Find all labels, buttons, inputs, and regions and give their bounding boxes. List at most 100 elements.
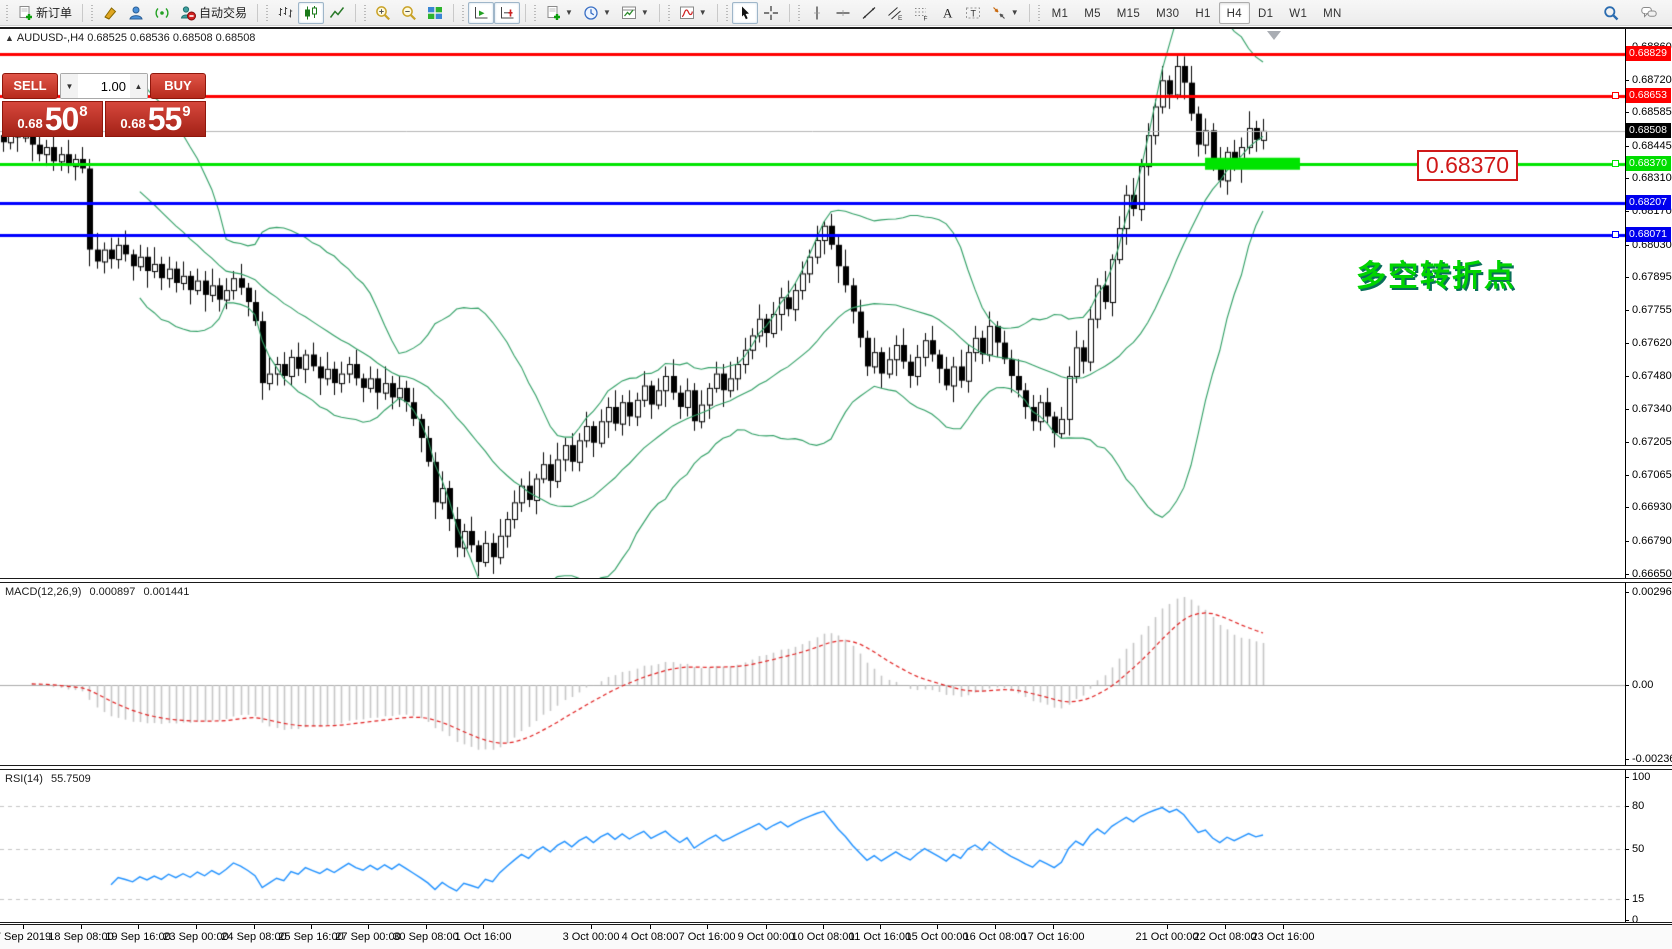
buy-price-box[interactable]: 0.68 55 9 xyxy=(105,101,206,137)
time-axis-tick xyxy=(880,925,881,929)
time-axis-label: 25 Sep 16:00 xyxy=(278,931,344,943)
new-order-button[interactable]: 新订单 xyxy=(12,2,77,24)
line-chart-button[interactable] xyxy=(324,2,350,24)
toolbar-group: E F A T ▼ xyxy=(792,1,1027,25)
rsi-label: RSI(14) 55.7509 xyxy=(5,773,91,785)
axis-tick xyxy=(1625,899,1629,900)
price-level-tag: 0.68508 xyxy=(1626,123,1671,138)
axis-tick-label: 0.68585 xyxy=(1632,106,1672,118)
axis-tick-label: 0.66930 xyxy=(1632,501,1672,513)
macd-signal-value: 0.001441 xyxy=(143,586,190,598)
toolbar-divider xyxy=(0,27,1672,29)
timeframe-m15[interactable]: M15 xyxy=(1116,7,1141,20)
main-chart-canvas[interactable] xyxy=(0,29,1625,578)
channel-icon: E xyxy=(887,6,903,21)
crosshair-button[interactable] xyxy=(758,2,784,24)
trendline-icon xyxy=(862,6,876,19)
chat-button[interactable] xyxy=(1636,2,1662,24)
chevron-down-icon: ▼ xyxy=(640,8,649,17)
timeframe-w1[interactable]: W1 xyxy=(1289,7,1308,20)
axis-tick xyxy=(1625,277,1629,278)
trendline-button[interactable] xyxy=(856,2,882,24)
axis-tick xyxy=(1625,475,1629,476)
time-axis-tick xyxy=(1167,925,1168,929)
svg-text:E: E xyxy=(898,15,903,21)
sell-price-pip: 8 xyxy=(79,103,88,120)
timeframe-m30[interactable]: M30 xyxy=(1156,7,1180,20)
timeframe-d1[interactable]: D1 xyxy=(1257,7,1274,20)
fibo-button[interactable]: F xyxy=(908,2,934,24)
axis-tick-label: 0.68310 xyxy=(1632,172,1672,184)
sell-price-box[interactable]: 0.68 50 8 xyxy=(2,101,103,137)
time-axis-tick xyxy=(995,925,996,929)
timeframe-h1[interactable]: H1 xyxy=(1195,7,1211,20)
time-axis-tick xyxy=(707,925,708,929)
bar-chart-button[interactable] xyxy=(272,2,298,24)
autotrade-button[interactable]: 自动交易 xyxy=(175,2,252,24)
periods-icon xyxy=(584,5,598,20)
zoom-out-button[interactable] xyxy=(396,2,422,24)
chart-shift-button[interactable] xyxy=(494,1,521,24)
volume-increase-button[interactable]: ▲ xyxy=(130,74,147,98)
level-line-handle[interactable] xyxy=(1612,92,1619,99)
axis-tick-label: 0.67065 xyxy=(1632,469,1672,481)
text-button[interactable]: A xyxy=(934,2,960,24)
toolbar-group: 自动交易 xyxy=(85,1,255,25)
label-button[interactable]: T xyxy=(960,2,986,24)
time-axis[interactable]: 7 Sep 2019 18 Sep 08:00 19 Sep 16:00 23 Sep… xyxy=(0,925,1672,949)
toolbar-grip xyxy=(1036,4,1042,21)
time-axis-tick xyxy=(1225,925,1226,929)
axis-tick xyxy=(1625,245,1629,246)
sell-button[interactable]: SELL xyxy=(2,73,58,99)
timeframe-mn[interactable]: MN xyxy=(1323,7,1342,20)
chart-shift-marker-icon[interactable] xyxy=(1267,31,1281,40)
community-button[interactable] xyxy=(123,2,149,24)
indicators-button[interactable]: ▼ xyxy=(674,2,712,24)
pane-divider[interactable] xyxy=(0,578,1672,583)
signals-button[interactable] xyxy=(149,2,175,24)
tile-windows-icon xyxy=(428,6,443,19)
zoom-in-button[interactable] xyxy=(370,2,396,24)
axis-tick-label: 0.67895 xyxy=(1632,271,1672,283)
cursor-button[interactable] xyxy=(731,1,758,24)
axis-tick-label: 0.67755 xyxy=(1632,304,1672,316)
timeframe-m5[interactable]: M5 xyxy=(1084,7,1101,20)
timeframe-h4[interactable]: H4 xyxy=(1218,1,1250,24)
time-axis-tick xyxy=(311,925,312,929)
level-line-handle[interactable] xyxy=(1612,160,1619,167)
editor-button[interactable] xyxy=(97,2,123,24)
hline-button[interactable] xyxy=(830,2,856,24)
channel-button[interactable]: E xyxy=(882,2,908,24)
new-chart-button[interactable]: ▼ xyxy=(540,2,578,24)
svg-text:T: T xyxy=(970,8,976,18)
crosshair-icon xyxy=(763,5,778,20)
toolbar-separator xyxy=(1028,3,1030,22)
price-level-tag: 0.68653 xyxy=(1626,88,1671,103)
line-chart-icon xyxy=(329,6,345,18)
volume-decrease-button[interactable]: ▼ xyxy=(61,74,78,98)
timeframe-m1[interactable]: M1 xyxy=(1051,7,1069,20)
zoom-in-icon xyxy=(376,5,391,20)
periods-button[interactable]: ▼ xyxy=(578,2,616,24)
vline-button[interactable] xyxy=(804,2,830,24)
toolbar-separator xyxy=(453,3,455,22)
collapse-icon[interactable]: ▲ xyxy=(5,33,14,43)
toolbar-grip xyxy=(533,4,539,21)
search-button[interactable] xyxy=(1598,2,1624,24)
level-line-handle[interactable] xyxy=(1612,231,1619,238)
macd-canvas[interactable] xyxy=(0,583,1625,765)
templates-button[interactable]: ▼ xyxy=(616,2,654,24)
candle-chart-button[interactable] xyxy=(298,1,325,24)
volume-input[interactable] xyxy=(78,74,130,98)
rsi-canvas[interactable] xyxy=(0,770,1625,922)
autoscroll-button[interactable] xyxy=(468,1,495,24)
price-level-callout[interactable]: 0.68370 xyxy=(1417,150,1518,181)
time-axis-tick xyxy=(368,925,369,929)
chevron-down-icon: ▼ xyxy=(602,8,611,17)
buy-button[interactable]: BUY xyxy=(150,73,206,99)
autotrade-button-label: 自动交易 xyxy=(199,6,248,20)
tile-windows-button[interactable] xyxy=(422,2,448,24)
pane-divider[interactable] xyxy=(0,765,1672,770)
shapes-button[interactable]: ▼ xyxy=(986,2,1024,24)
time-axis-label: 1 Oct 16:00 xyxy=(454,931,512,943)
